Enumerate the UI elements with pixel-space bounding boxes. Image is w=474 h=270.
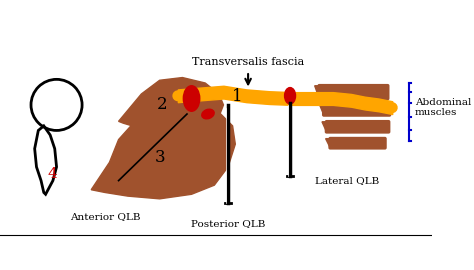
FancyBboxPatch shape	[322, 102, 392, 117]
Polygon shape	[326, 139, 385, 148]
Text: Abdominal
muscles: Abdominal muscles	[415, 98, 472, 117]
Text: 1: 1	[232, 88, 243, 105]
Text: 2: 2	[157, 96, 168, 113]
FancyBboxPatch shape	[325, 120, 391, 134]
FancyBboxPatch shape	[318, 84, 390, 100]
Text: Transversalis fascia: Transversalis fascia	[192, 57, 304, 67]
Polygon shape	[319, 104, 390, 115]
Text: 4: 4	[47, 167, 57, 181]
Polygon shape	[118, 77, 223, 130]
Polygon shape	[315, 86, 388, 99]
Text: Posterior QLB: Posterior QLB	[191, 219, 265, 228]
Text: Lateral QLB: Lateral QLB	[315, 176, 379, 185]
Text: 3: 3	[155, 149, 165, 166]
Polygon shape	[91, 108, 235, 199]
Text: Anterior QLB: Anterior QLB	[70, 212, 140, 222]
Ellipse shape	[183, 86, 200, 111]
Polygon shape	[322, 122, 389, 132]
FancyBboxPatch shape	[328, 137, 387, 150]
Ellipse shape	[202, 109, 214, 119]
Ellipse shape	[284, 87, 295, 104]
